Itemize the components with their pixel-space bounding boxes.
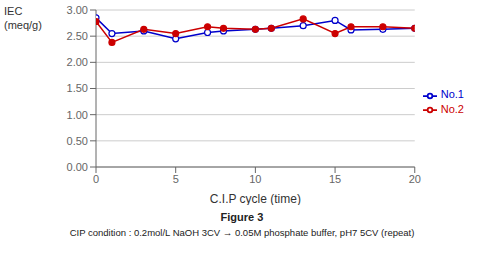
svg-text:0.00: 0.00	[67, 161, 88, 173]
svg-text:C.I.P cycle (time): C.I.P cycle (time)	[210, 192, 301, 205]
html-text:No.1: No.1	[440, 88, 464, 101]
html-text:CIP condition : 0.2mol/L NaOH: CIP condition : 0.2mol/L NaOH 3CV → 0.05…	[69, 227, 415, 238]
svg-text:0.50: 0.50	[67, 135, 88, 147]
svg-text:5: 5	[173, 173, 179, 185]
svg-text:0: 0	[93, 173, 99, 185]
html-text:Figure 3: Figure 3	[220, 211, 264, 223]
svg-text:10: 10	[249, 173, 261, 185]
svg-text:3.00: 3.00	[67, 4, 88, 16]
svg-text:20: 20	[409, 173, 421, 185]
html-text:IEC: IEC	[4, 5, 23, 17]
svg-text:15: 15	[329, 173, 341, 185]
html-text:(meq/g): (meq/g)	[4, 19, 42, 31]
svg-text:1.50: 1.50	[67, 82, 88, 94]
svg-text:2.50: 2.50	[67, 30, 88, 42]
svg-text:1.00: 1.00	[67, 109, 88, 121]
html-text:No.2: No.2	[440, 102, 464, 115]
svg-text:2.00: 2.00	[67, 56, 88, 68]
